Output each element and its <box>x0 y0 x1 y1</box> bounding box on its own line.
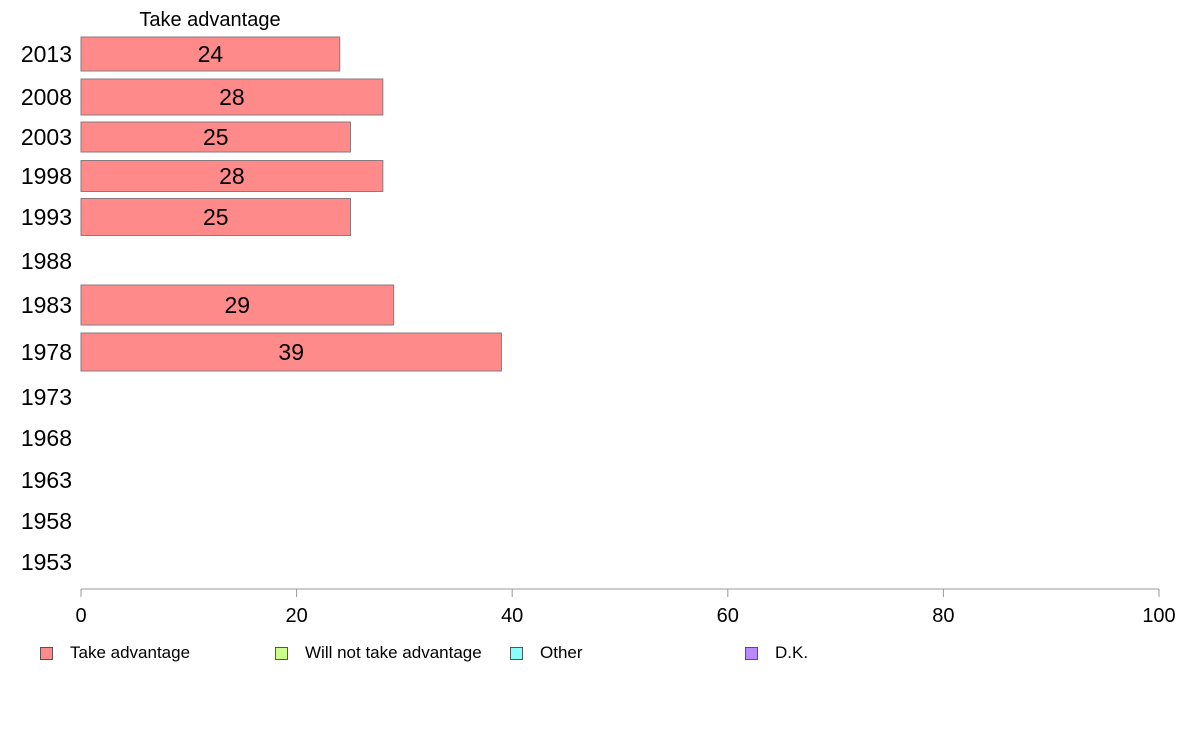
panel-title: Take advantage <box>139 9 280 31</box>
bar-chart: Take advantage 0 20 40 60 80 100 2013 2008 2003… <box>21 9 1176 627</box>
x-tick-label: 20 <box>285 605 307 627</box>
legend-label: Other <box>540 643 583 662</box>
bar <box>80 160 384 192</box>
legend-swatch <box>40 646 53 660</box>
bar-value-label: 28 <box>219 84 245 110</box>
category-label: 1998 <box>21 163 72 189</box>
legend-label: D.K. <box>775 643 809 662</box>
bar-value-label: 24 <box>198 41 224 67</box>
legend-item-other: Other <box>510 643 583 663</box>
category-label: 1978 <box>21 339 72 365</box>
bar <box>80 78 384 116</box>
bar-value-label: 39 <box>278 339 304 365</box>
category-label: 1968 <box>21 425 72 451</box>
bar-value-label: 28 <box>219 163 245 189</box>
bar <box>80 332 502 372</box>
legend-label: Take advantage <box>70 643 191 662</box>
category-label: 1983 <box>21 292 72 318</box>
category-label: 1958 <box>21 508 72 534</box>
bar <box>80 284 395 326</box>
category-label: 1988 <box>21 248 72 274</box>
category-label: 1993 <box>21 204 72 230</box>
category-label: 1963 <box>21 467 72 493</box>
category-label: 2003 <box>21 124 72 150</box>
legend-swatch <box>510 646 523 660</box>
category-labels: 2013 2008 2003 1998 1993 1988 1983 1978 1973 1968… <box>21 41 72 575</box>
x-tick-label: 0 <box>75 605 86 627</box>
x-axis: 0 20 40 60 80 100 <box>75 588 1176 627</box>
category-label: 1973 <box>21 384 72 410</box>
legend-label: Will not take advantage <box>305 643 482 662</box>
legend-swatch <box>745 646 758 660</box>
legend-item-will-not-take-advantage: Will not take advantage <box>275 643 482 663</box>
legend-item-take-advantage: Take advantage <box>40 643 190 663</box>
bar-value-label: 25 <box>203 124 229 150</box>
legend-swatch <box>275 646 288 660</box>
category-label: 1953 <box>21 549 72 575</box>
bar <box>80 36 341 72</box>
bars: 24 28 25 28 25 29 39 <box>80 36 502 372</box>
bar-value-label: 25 <box>203 204 229 230</box>
bar <box>80 121 351 153</box>
bar-value-label: 29 <box>225 292 251 318</box>
category-label: 2013 <box>21 41 72 67</box>
x-tick-label: 100 <box>1142 605 1175 627</box>
x-tick-label: 40 <box>501 605 523 627</box>
legend: Take advantage Will not take advantage O… <box>0 643 1188 665</box>
bar <box>80 198 351 236</box>
category-label: 2008 <box>21 84 72 110</box>
x-tick-label: 80 <box>932 605 954 627</box>
legend-item-dk: D.K. <box>745 643 808 663</box>
x-tick-label: 60 <box>717 605 739 627</box>
